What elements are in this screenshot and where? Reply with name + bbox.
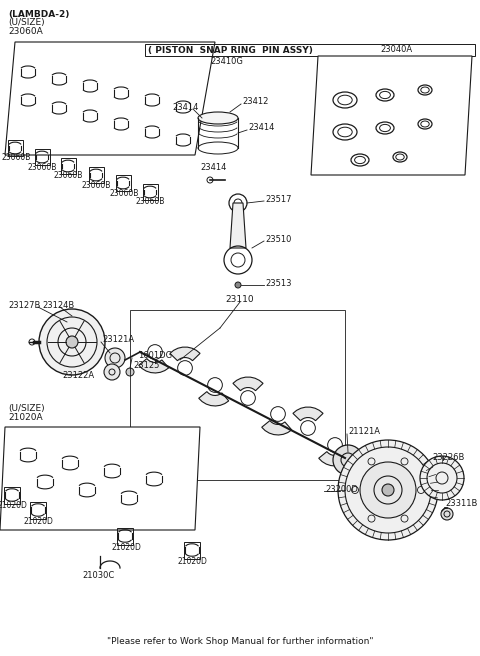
Text: 23060B: 23060B [136,197,166,207]
Circle shape [104,364,120,380]
Circle shape [420,456,464,500]
Text: 23412: 23412 [242,98,268,106]
Circle shape [66,336,78,348]
Polygon shape [230,203,246,248]
Text: 23121A: 23121A [102,335,134,344]
Text: 23125: 23125 [133,361,159,371]
Text: 23200D: 23200D [325,485,358,495]
Circle shape [105,348,125,368]
Text: (U/SIZE): (U/SIZE) [8,18,45,28]
Circle shape [39,309,105,375]
Circle shape [441,508,453,520]
Circle shape [382,484,394,496]
Text: 23060B: 23060B [28,163,58,171]
Polygon shape [199,392,229,406]
Text: 23311B: 23311B [445,499,478,508]
Text: ( PISTON  SNAP RING  PIN ASSY): ( PISTON SNAP RING PIN ASSY) [148,45,313,54]
Text: 21121A: 21121A [348,428,380,436]
Polygon shape [319,451,349,466]
Circle shape [333,445,363,475]
Text: 23060B: 23060B [1,154,30,163]
Circle shape [126,368,134,376]
Text: 21030C: 21030C [82,571,114,581]
Text: 23410G: 23410G [210,58,243,66]
Text: (U/SIZE): (U/SIZE) [8,403,45,413]
Text: 23110: 23110 [225,295,253,304]
Text: 23127B: 23127B [8,300,40,310]
Circle shape [360,462,416,518]
Text: 23122A: 23122A [62,371,94,380]
Polygon shape [139,359,169,373]
Ellipse shape [198,112,238,124]
Text: 23040A: 23040A [380,45,412,54]
Polygon shape [5,42,215,155]
Text: 23060B: 23060B [109,188,138,197]
Text: 23226B: 23226B [432,453,464,462]
Text: 21020D: 21020D [111,543,141,552]
Text: 23513: 23513 [265,279,291,289]
Text: 21020D: 21020D [24,516,54,525]
Text: "Please refer to Work Shop Manual for further information": "Please refer to Work Shop Manual for fu… [107,638,373,647]
Text: 23060B: 23060B [54,171,84,180]
Polygon shape [262,420,292,435]
Text: 23517: 23517 [265,195,291,205]
Polygon shape [293,407,323,420]
Polygon shape [170,347,200,361]
Text: (LAMBDA-2): (LAMBDA-2) [8,9,70,18]
Circle shape [235,282,241,288]
Text: 1601DG: 1601DG [138,350,172,359]
Text: 23510: 23510 [265,236,291,245]
Text: 23124B: 23124B [42,300,74,310]
Polygon shape [311,56,472,175]
Text: 23414: 23414 [200,163,227,173]
Text: 21020D: 21020D [0,501,28,510]
Polygon shape [233,377,263,391]
Text: 23414: 23414 [172,104,198,112]
Text: 21020D: 21020D [178,556,208,565]
Polygon shape [0,427,200,530]
Circle shape [338,440,438,540]
Text: 23414: 23414 [248,123,275,133]
Text: 21020A: 21020A [8,413,43,422]
Text: 23060B: 23060B [82,180,111,190]
Text: 23060A: 23060A [8,28,43,37]
